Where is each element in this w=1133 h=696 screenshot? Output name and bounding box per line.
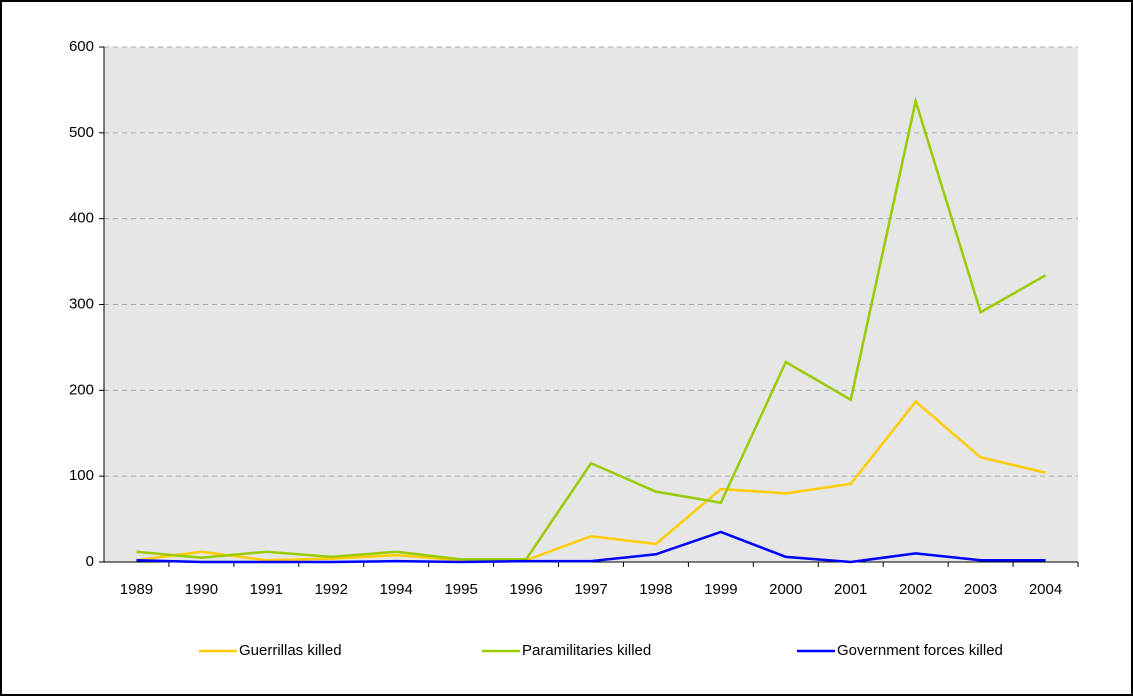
series-line [136, 96, 1047, 561]
y-tick-label: 0 [86, 553, 94, 570]
x-tick-label: 1990 [185, 581, 218, 598]
x-tick-label: 1991 [250, 581, 283, 598]
y-tick-label: 500 [69, 124, 94, 141]
x-tick-label: 1996 [509, 581, 542, 598]
x-tick-label: 2002 [899, 581, 932, 598]
x-tick-label: 1997 [574, 581, 607, 598]
legend-label: Government forces killed [837, 642, 1003, 659]
y-tick-label: 200 [69, 381, 94, 398]
series-line [136, 399, 1046, 562]
x-tick-label: 2003 [964, 581, 997, 598]
y-tick-label: 100 [69, 467, 94, 484]
x-tick-label: 2000 [769, 581, 802, 598]
x-tick-label: 1994 [380, 581, 413, 598]
x-tick-label: 1989 [120, 581, 153, 598]
x-tick-label: 1992 [315, 581, 348, 598]
y-tick-label: 600 [69, 38, 94, 55]
x-tick-label: 1999 [704, 581, 737, 598]
x-tick-label: 1998 [639, 581, 672, 598]
x-tick-label: 2001 [834, 581, 867, 598]
y-tick-label: 300 [69, 295, 94, 312]
x-tick-label: 1995 [444, 581, 477, 598]
series-line [136, 530, 1046, 564]
x-tick-label: 2004 [1029, 581, 1062, 598]
y-tick-label: 400 [69, 210, 94, 227]
legend-label: Guerrillas killed [239, 642, 342, 659]
legend-label: Paramilitaries killed [522, 642, 651, 659]
